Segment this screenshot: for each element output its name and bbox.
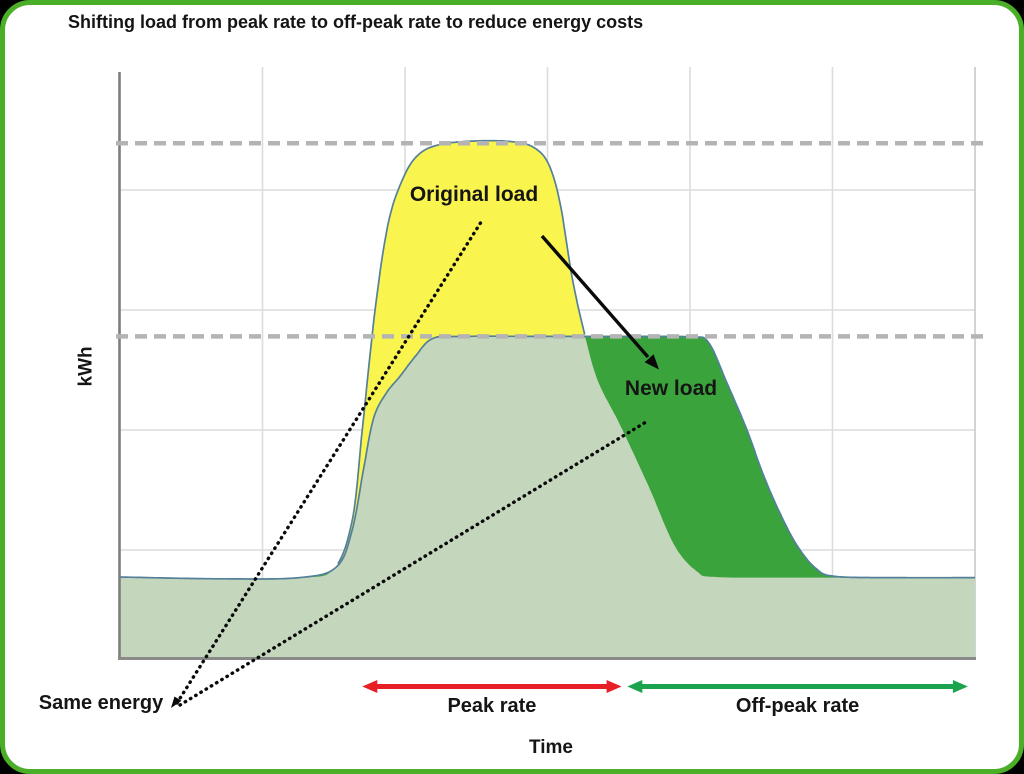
same-energy-pointer-to-new: [178, 420, 648, 707]
axes-layer: [118, 72, 976, 660]
same-energy-label: Same energy: [38, 692, 164, 714]
original-load-label: Original load: [409, 183, 539, 206]
same-energy-arrowhead: [171, 696, 182, 708]
peak-rate-label: Peak rate: [447, 695, 537, 717]
x-axis-label: Time: [528, 737, 574, 758]
rate-band-arrowhead-right-0: [606, 680, 622, 693]
reference-line-layer: [116, 140, 988, 339]
new-load-curve: [120, 335, 975, 580]
chart-title: Shifting load from peak rate to off-peak…: [68, 12, 644, 32]
rate-band-arrowhead-left-1: [627, 680, 643, 693]
new-load-label: New load: [624, 377, 718, 400]
rate-band-arrowhead-right-1: [952, 680, 968, 693]
rate-band-layer: [362, 680, 968, 693]
shift-arrow-line: [540, 234, 650, 359]
area-layer: [120, 140, 975, 658]
annotation-layer: [171, 217, 659, 708]
overlap-load-area: [120, 336, 975, 658]
shift-arrow-head: [644, 354, 659, 370]
same-energy-pointer-to-original: [175, 217, 485, 705]
rate-band-arrowhead-left-0: [362, 680, 378, 693]
off-peak-rate-label: Off-peak rate: [735, 695, 860, 717]
y-axis-label: kWh: [75, 346, 97, 387]
